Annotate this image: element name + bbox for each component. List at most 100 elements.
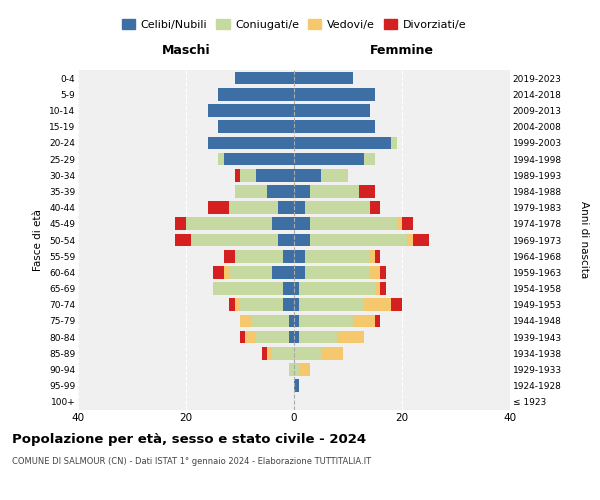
Bar: [294, 234, 310, 246]
Bar: [240, 169, 256, 181]
Bar: [375, 250, 380, 262]
Bar: [224, 250, 235, 262]
Bar: [294, 331, 299, 344]
Bar: [235, 72, 294, 85]
Bar: [299, 314, 353, 328]
Bar: [294, 104, 370, 117]
Bar: [294, 298, 299, 311]
Bar: [359, 185, 375, 198]
Bar: [272, 266, 294, 278]
Bar: [229, 266, 272, 278]
Bar: [391, 136, 397, 149]
Bar: [299, 298, 364, 311]
Bar: [218, 152, 224, 166]
Bar: [294, 88, 375, 101]
Bar: [391, 298, 402, 311]
Bar: [245, 331, 256, 344]
Bar: [299, 282, 375, 295]
Bar: [278, 234, 294, 246]
Y-axis label: Anni di nascita: Anni di nascita: [578, 202, 589, 278]
Bar: [353, 314, 375, 328]
Bar: [310, 218, 397, 230]
Bar: [294, 136, 391, 149]
Bar: [321, 169, 348, 181]
Bar: [294, 72, 353, 85]
Bar: [235, 185, 267, 198]
Bar: [294, 152, 364, 166]
Bar: [397, 218, 402, 230]
Bar: [208, 136, 294, 149]
Bar: [229, 202, 278, 214]
Bar: [380, 266, 386, 278]
Bar: [310, 185, 359, 198]
Bar: [294, 314, 299, 328]
Bar: [191, 234, 278, 246]
Bar: [240, 331, 245, 344]
Text: Popolazione per età, sesso e stato civile - 2024: Popolazione per età, sesso e stato civil…: [12, 432, 366, 446]
Bar: [299, 363, 310, 376]
Bar: [289, 331, 294, 344]
Bar: [267, 347, 272, 360]
Bar: [370, 266, 380, 278]
Bar: [337, 331, 364, 344]
Text: Femmine: Femmine: [370, 44, 434, 57]
Bar: [256, 169, 294, 181]
Bar: [251, 314, 289, 328]
Bar: [235, 298, 240, 311]
Bar: [375, 282, 380, 295]
Bar: [267, 185, 294, 198]
Legend: Celibi/Nubili, Coniugati/e, Vedovi/e, Divorziati/e: Celibi/Nubili, Coniugati/e, Vedovi/e, Di…: [118, 14, 470, 34]
Bar: [240, 314, 251, 328]
Bar: [310, 234, 407, 246]
Bar: [364, 152, 375, 166]
Bar: [370, 202, 380, 214]
Bar: [294, 250, 305, 262]
Bar: [294, 347, 321, 360]
Bar: [294, 185, 310, 198]
Bar: [305, 250, 370, 262]
Bar: [256, 331, 289, 344]
Bar: [364, 298, 391, 311]
Bar: [224, 266, 229, 278]
Bar: [262, 347, 267, 360]
Bar: [235, 250, 283, 262]
Bar: [402, 218, 413, 230]
Bar: [272, 218, 294, 230]
Bar: [407, 234, 413, 246]
Bar: [175, 234, 191, 246]
Bar: [186, 218, 272, 230]
Bar: [278, 202, 294, 214]
Y-axis label: Fasce di età: Fasce di età: [34, 209, 43, 271]
Bar: [294, 363, 299, 376]
Bar: [294, 120, 375, 133]
Bar: [299, 331, 337, 344]
Bar: [218, 120, 294, 133]
Bar: [208, 202, 229, 214]
Bar: [305, 266, 370, 278]
Bar: [235, 169, 240, 181]
Bar: [294, 266, 305, 278]
Bar: [283, 282, 294, 295]
Bar: [283, 298, 294, 311]
Bar: [289, 314, 294, 328]
Bar: [294, 169, 321, 181]
Bar: [283, 250, 294, 262]
Bar: [380, 282, 386, 295]
Bar: [213, 266, 224, 278]
Bar: [321, 347, 343, 360]
Bar: [375, 314, 380, 328]
Bar: [305, 202, 370, 214]
Bar: [289, 363, 294, 376]
Bar: [294, 218, 310, 230]
Bar: [272, 347, 294, 360]
Bar: [208, 104, 294, 117]
Bar: [294, 202, 305, 214]
Bar: [218, 88, 294, 101]
Text: Maschi: Maschi: [161, 44, 211, 57]
Text: COMUNE DI SALMOUR (CN) - Dati ISTAT 1° gennaio 2024 - Elaborazione TUTTITALIA.IT: COMUNE DI SALMOUR (CN) - Dati ISTAT 1° g…: [12, 457, 371, 466]
Bar: [240, 298, 283, 311]
Bar: [370, 250, 375, 262]
Bar: [413, 234, 429, 246]
Bar: [213, 282, 283, 295]
Bar: [175, 218, 186, 230]
